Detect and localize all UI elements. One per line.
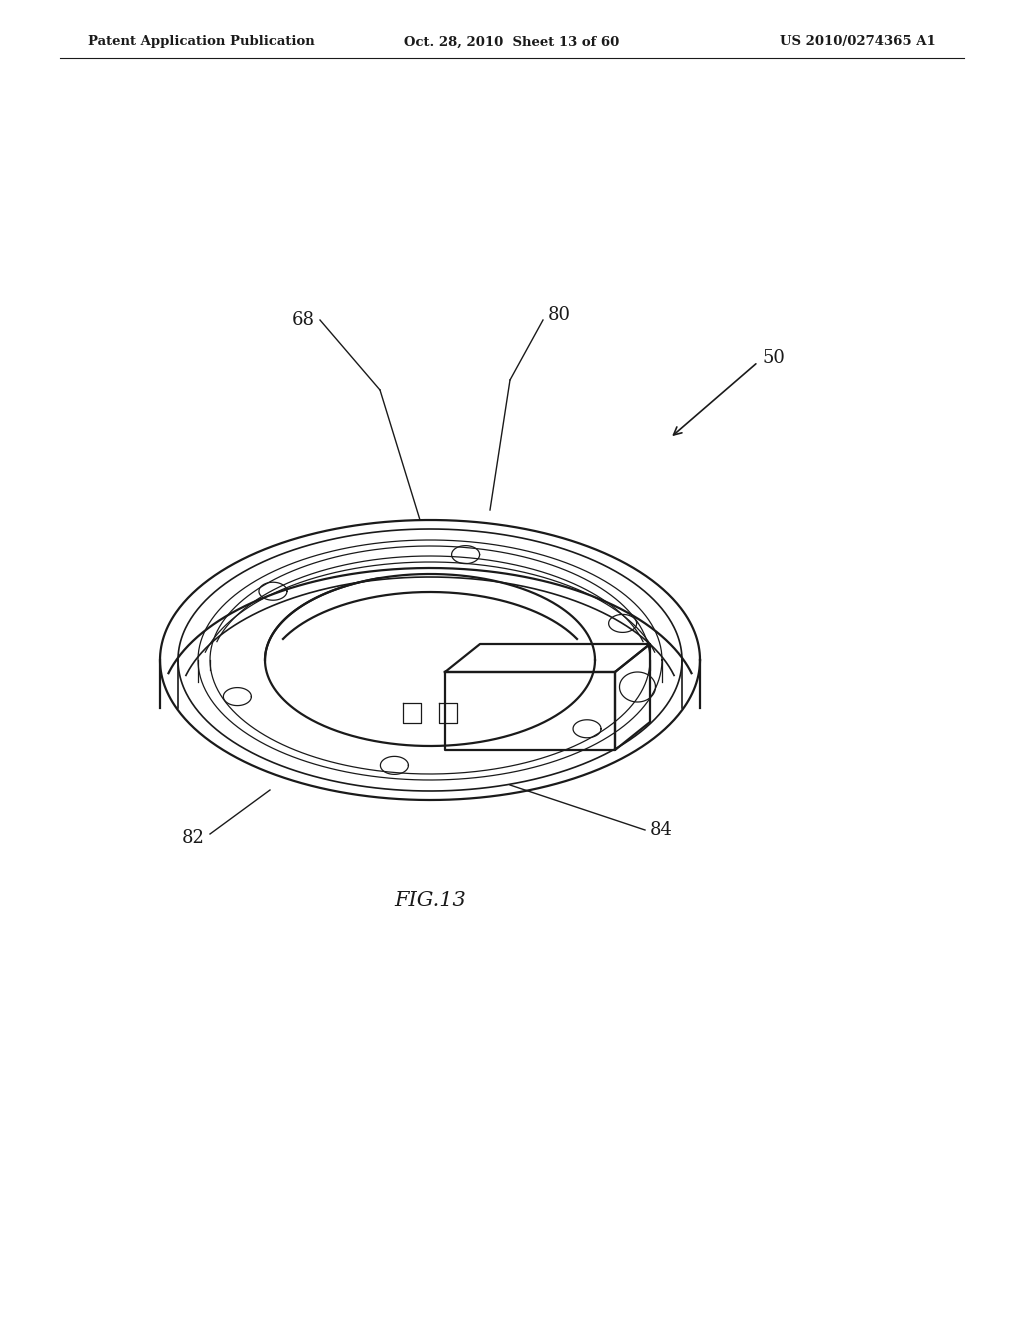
Text: Patent Application Publication: Patent Application Publication	[88, 36, 314, 49]
Text: 50: 50	[762, 348, 784, 367]
Text: FIG.13: FIG.13	[394, 891, 466, 909]
Text: Oct. 28, 2010  Sheet 13 of 60: Oct. 28, 2010 Sheet 13 of 60	[404, 36, 620, 49]
Text: 68: 68	[292, 312, 315, 329]
Text: 84: 84	[650, 821, 673, 840]
Text: 82: 82	[182, 829, 205, 847]
Text: 80: 80	[548, 306, 571, 323]
Text: US 2010/0274365 A1: US 2010/0274365 A1	[780, 36, 936, 49]
